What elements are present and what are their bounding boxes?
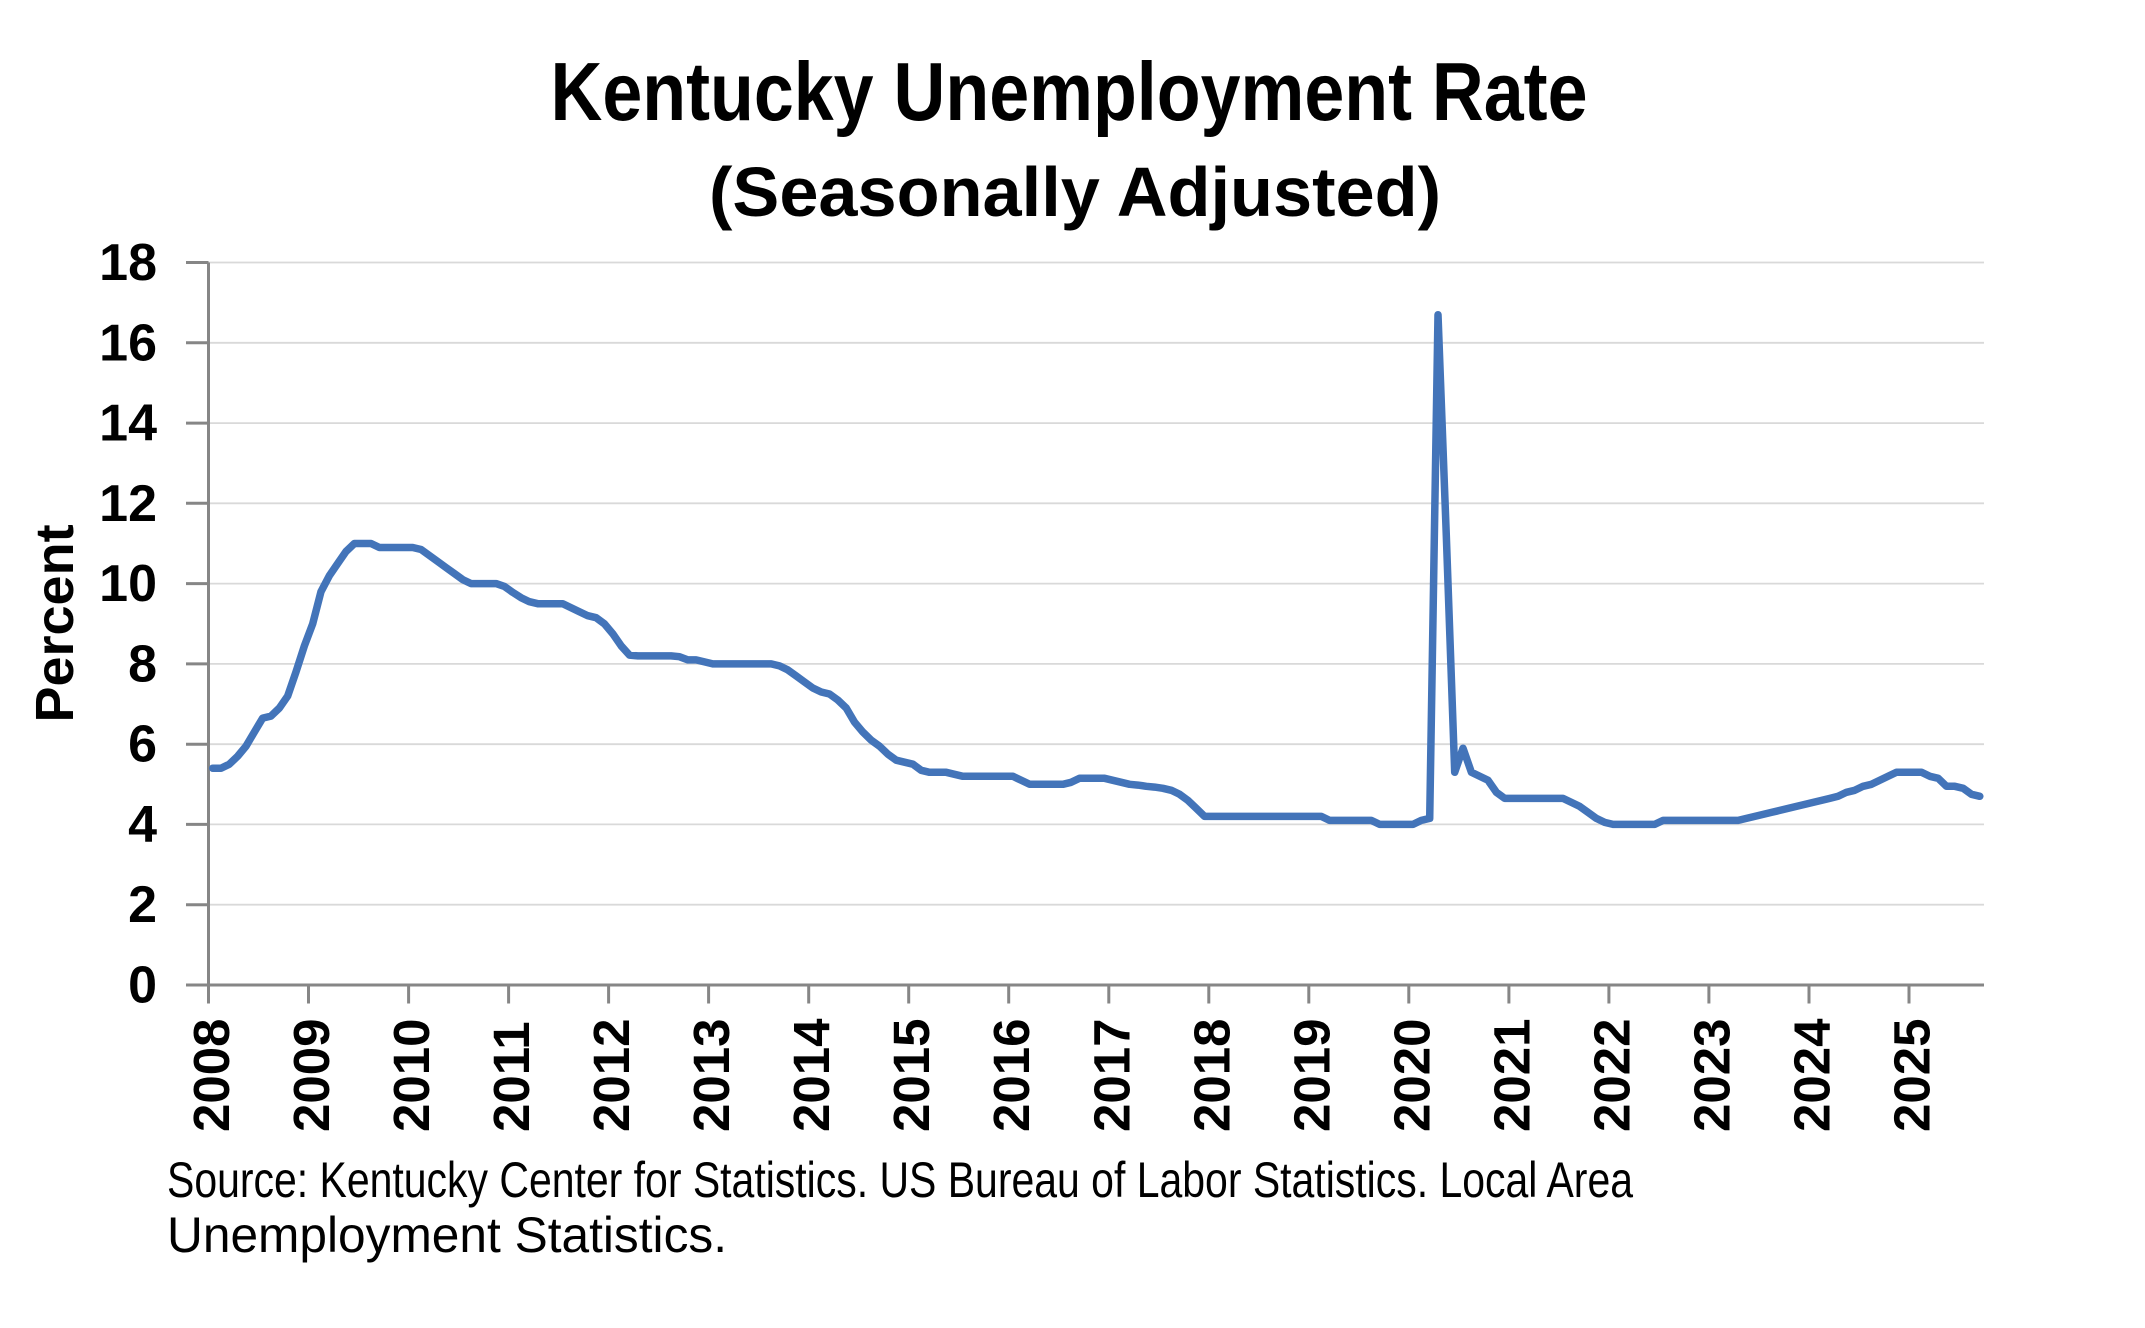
svg-text:2008: 2008 xyxy=(183,1019,240,1132)
svg-text:2025: 2025 xyxy=(1884,1019,1941,1132)
svg-text:Kentucky Unemployment Rate: Kentucky Unemployment Rate xyxy=(551,45,1588,138)
svg-text:8: 8 xyxy=(128,635,157,693)
svg-text:2014: 2014 xyxy=(783,1018,840,1132)
svg-text:10: 10 xyxy=(99,555,157,613)
svg-text:2016: 2016 xyxy=(983,1019,1040,1132)
svg-text:2013: 2013 xyxy=(683,1019,740,1132)
svg-text:2015: 2015 xyxy=(883,1019,940,1132)
svg-text:2: 2 xyxy=(128,876,157,934)
svg-text:Percent: Percent xyxy=(25,524,85,722)
svg-text:Source: Kentucky Center for St: Source: Kentucky Center for Statistics. … xyxy=(167,1152,1633,1208)
svg-text:16: 16 xyxy=(99,314,157,372)
svg-text:2022: 2022 xyxy=(1583,1019,1640,1132)
svg-text:0: 0 xyxy=(128,957,157,1015)
svg-text:2019: 2019 xyxy=(1283,1019,1340,1132)
svg-text:2021: 2021 xyxy=(1483,1019,1540,1132)
svg-text:Unemployment Statistics.: Unemployment Statistics. xyxy=(167,1207,727,1263)
svg-text:2009: 2009 xyxy=(283,1019,340,1132)
svg-text:4: 4 xyxy=(128,796,157,854)
svg-text:2024: 2024 xyxy=(1784,1018,1841,1132)
svg-text:6: 6 xyxy=(128,716,157,774)
svg-text:2017: 2017 xyxy=(1083,1019,1140,1132)
svg-text:2012: 2012 xyxy=(583,1019,640,1132)
svg-text:14: 14 xyxy=(99,395,157,453)
svg-text:(Seasonally Adjusted): (Seasonally Adjusted) xyxy=(709,153,1441,231)
svg-text:2023: 2023 xyxy=(1683,1019,1740,1132)
svg-text:2018: 2018 xyxy=(1183,1019,1240,1132)
svg-text:2011: 2011 xyxy=(483,1021,540,1132)
svg-text:2010: 2010 xyxy=(383,1019,440,1132)
svg-text:12: 12 xyxy=(99,475,157,533)
svg-text:18: 18 xyxy=(99,234,157,292)
svg-text:2020: 2020 xyxy=(1383,1019,1440,1132)
